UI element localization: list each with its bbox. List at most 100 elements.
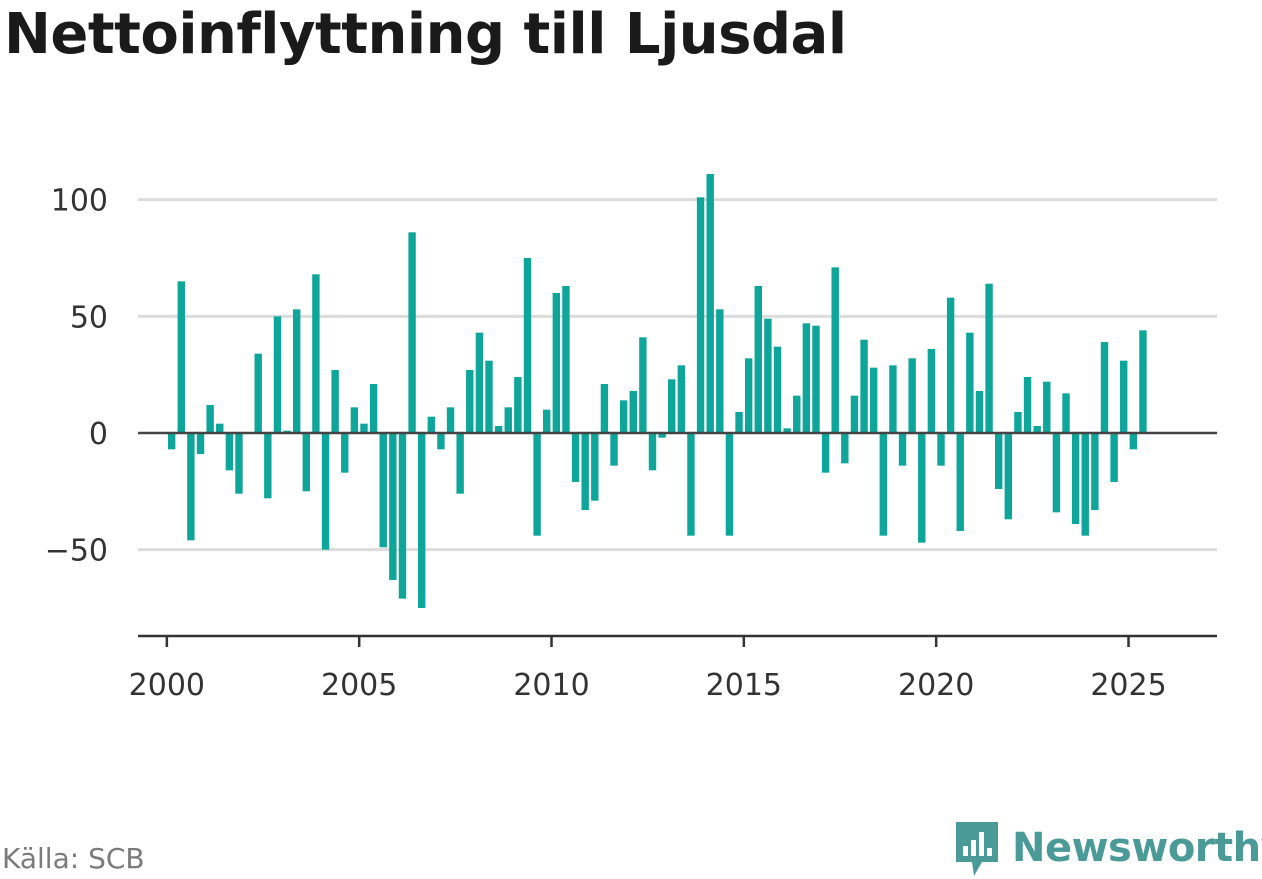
bar [821, 433, 830, 473]
bar [735, 412, 743, 433]
bar [312, 274, 320, 433]
bar [360, 423, 368, 433]
bar [504, 407, 512, 433]
bar [533, 433, 541, 536]
bar [466, 370, 474, 433]
bar [350, 407, 359, 433]
y-tick-label: 0 [89, 417, 108, 452]
bar [869, 367, 878, 433]
bar [456, 433, 464, 494]
bar [966, 332, 974, 433]
newsworthy-logo-icon [956, 822, 998, 876]
bar [946, 297, 955, 433]
bar [1043, 381, 1051, 433]
bar [264, 433, 272, 499]
bar [754, 286, 762, 433]
bar [206, 405, 214, 433]
bar [1014, 412, 1022, 433]
bar [475, 332, 484, 433]
bar [629, 391, 637, 433]
bar [485, 360, 493, 433]
axes [138, 431, 1217, 647]
bar [908, 358, 916, 433]
bar [1081, 433, 1089, 536]
bar [1100, 342, 1109, 433]
bar [408, 232, 416, 433]
bar [1062, 393, 1070, 433]
y-tick-label: −50 [45, 534, 108, 569]
bar [1023, 377, 1032, 433]
bar [802, 323, 811, 433]
bar [581, 433, 589, 510]
bar [216, 423, 224, 433]
bar [523, 258, 532, 433]
x-tick-label: 2015 [706, 668, 782, 703]
brand-name: Newsworthy [1012, 825, 1262, 871]
bar [725, 433, 734, 536]
bar [927, 349, 936, 433]
bar [658, 433, 666, 438]
x-tick-label: 2025 [1090, 668, 1166, 703]
x-tick-label: 2020 [898, 668, 974, 703]
bar [302, 433, 310, 492]
y-tick-labels: −50 0 50 100 [45, 184, 108, 569]
bar [793, 395, 801, 433]
bar [273, 316, 282, 433]
bar [225, 433, 234, 471]
bar [600, 384, 609, 433]
x-tick-labels: 2000 2005 2010 2015 2020 2025 [129, 668, 1167, 703]
bar [1004, 433, 1013, 520]
bar [610, 433, 618, 466]
bar [773, 346, 782, 433]
bar [1071, 433, 1080, 524]
bar [985, 283, 993, 433]
bar [292, 309, 301, 433]
y-tick-label: 50 [70, 300, 108, 335]
bar [417, 433, 426, 608]
x-tick-label: 2010 [513, 668, 589, 703]
bar [379, 433, 387, 548]
bar [937, 433, 945, 466]
bar [1129, 433, 1138, 450]
bar [167, 433, 176, 450]
bar [398, 433, 407, 599]
bar [841, 433, 849, 464]
bar [446, 407, 455, 433]
bar [196, 433, 205, 454]
bar [177, 281, 185, 433]
bar [552, 293, 561, 433]
bar [562, 286, 570, 433]
x-tick-label: 2000 [129, 668, 205, 703]
bar [860, 339, 868, 433]
bar [591, 433, 599, 501]
bar [995, 433, 1003, 489]
bar [254, 353, 262, 433]
chart-title: Nettoinflyttning till Ljusdal [4, 2, 847, 67]
bar [716, 309, 724, 433]
bar [187, 433, 195, 541]
bar [956, 433, 964, 531]
bar [975, 391, 984, 433]
bars [167, 174, 1147, 608]
bar [677, 365, 686, 433]
bar [639, 337, 647, 433]
brand-logo[interactable]: Newsworthy [952, 818, 1262, 878]
bar [706, 174, 714, 433]
bar [437, 433, 445, 450]
bar [331, 370, 339, 433]
bar [514, 377, 522, 433]
bar [696, 197, 705, 433]
bar [918, 433, 926, 543]
bar [369, 384, 378, 433]
bar [571, 433, 580, 482]
bar [321, 433, 330, 550]
bar [879, 433, 887, 536]
bar [427, 416, 436, 433]
bar [389, 433, 397, 580]
bar [494, 426, 503, 433]
y-tick-label: 100 [51, 184, 108, 219]
bar [812, 325, 820, 433]
source-note: Källa: SCB [2, 842, 145, 875]
bar [1110, 433, 1118, 482]
